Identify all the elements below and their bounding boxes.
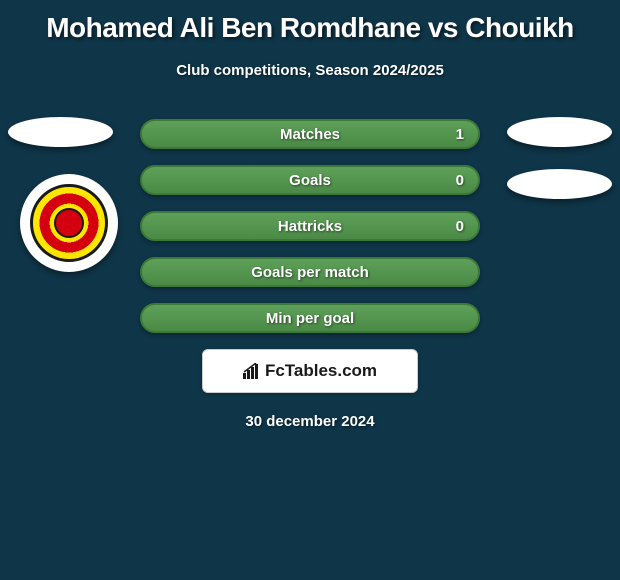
player-avatar-right: [507, 117, 612, 147]
stat-bar-goals: Goals 0: [140, 165, 480, 195]
site-name: FcTables.com: [243, 361, 377, 381]
stat-label: Matches: [280, 126, 340, 143]
stat-value: 1: [456, 126, 464, 143]
stat-bar-matches: Matches 1: [140, 119, 480, 149]
chart-icon: [243, 363, 261, 379]
page-subtitle: Club competitions, Season 2024/2025: [0, 62, 620, 79]
date-text: 30 december 2024: [0, 413, 620, 430]
stat-label: Goals: [289, 172, 331, 189]
club-badge-left: [20, 174, 118, 272]
stat-label: Hattricks: [278, 218, 342, 235]
page-title: Mohamed Ali Ben Romdhane vs Chouikh: [0, 0, 620, 44]
stat-bar-goals-per-match: Goals per match: [140, 257, 480, 287]
site-attribution: FcTables.com: [202, 349, 418, 393]
club-badge-right: [507, 169, 612, 199]
player-avatar-left: [8, 117, 113, 147]
club-badge-icon: [30, 184, 108, 262]
stat-value: 0: [456, 172, 464, 189]
stats-container: Matches 1 Goals 0 Hattricks 0 Goals per …: [0, 119, 620, 430]
stat-label: Min per goal: [266, 310, 354, 327]
stat-value: 0: [456, 218, 464, 235]
stat-bar-hattricks: Hattricks 0: [140, 211, 480, 241]
site-name-text: FcTables.com: [265, 361, 377, 381]
stat-bar-min-per-goal: Min per goal: [140, 303, 480, 333]
stat-label: Goals per match: [251, 264, 369, 281]
